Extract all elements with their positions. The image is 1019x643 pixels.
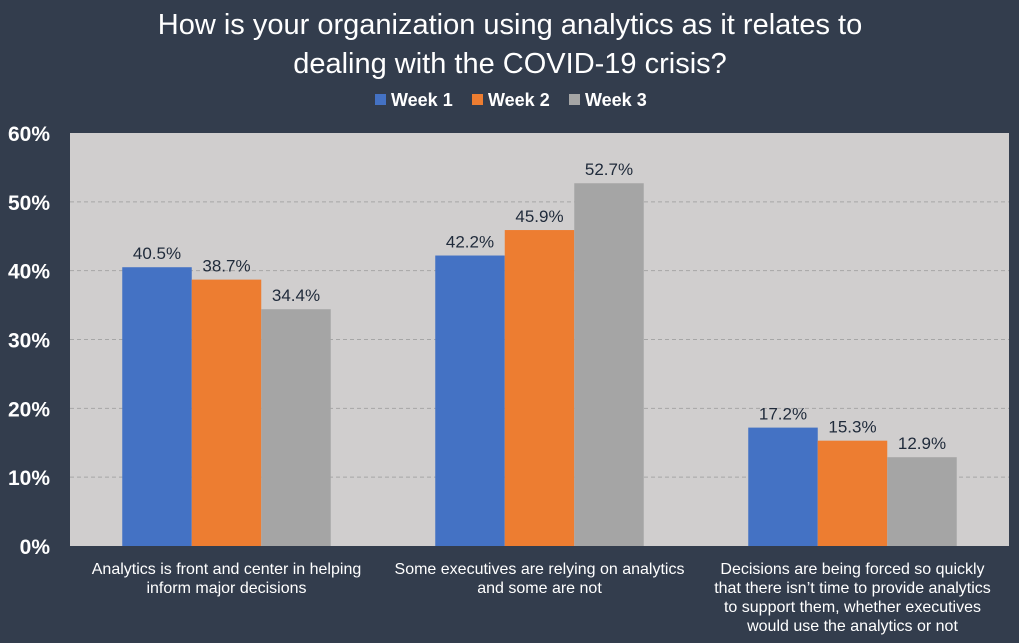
data-labels: 40.5% 38.7% 34.4% 42.2% 45.9% 52.7% 17.2% 15.3%… [133, 160, 946, 453]
x-category-label-3-line-2: that there isn’t time to provide analyti… [714, 580, 991, 597]
y-tick-label-30: 30% [8, 330, 50, 353]
x-axis: Analytics is front and center in helping… [92, 561, 991, 635]
y-axis: 0% 10% 20% 30% 40% 50% 60% [8, 123, 50, 559]
x-category-label-3-line-3: to support them, whether executives [724, 599, 981, 616]
data-label-cat-3-week-1: 17.2% [759, 405, 807, 424]
data-label-cat-3-week-3: 12.9% [898, 434, 946, 453]
x-category-label-3-line-1: Decisions are being forced so quickly [720, 561, 984, 578]
chart-title-line-1: How is your organization using analytics… [158, 9, 862, 41]
legend: Week 1 Week 2 Week 3 [375, 90, 647, 110]
data-label-cat-3-week-2: 15.3% [828, 418, 876, 437]
legend-label-week-2: Week 2 [488, 90, 550, 110]
y-tick-label-40: 40% [8, 261, 50, 284]
bar-cat-1-week-3 [261, 309, 331, 546]
data-label-cat-2-week-3: 52.7% [585, 160, 633, 179]
y-tick-label-50: 50% [8, 192, 50, 215]
bar-cat-3-week-3 [887, 457, 957, 546]
data-label-cat-1-week-3: 34.4% [272, 286, 320, 305]
data-label-cat-2-week-2: 45.9% [515, 207, 563, 226]
y-tick-label-0: 0% [20, 536, 51, 559]
x-category-label-3-line-4: would use the analytics or not [746, 618, 958, 635]
bar-cat-2-week-1 [435, 255, 505, 547]
bar-cat-1-week-2 [191, 279, 262, 546]
legend-swatch-week-1 [375, 94, 386, 105]
y-tick-label-60: 60% [8, 123, 50, 146]
data-label-cat-1-week-1: 40.5% [133, 244, 181, 263]
x-category-label-1-line-1: Analytics is front and center in helping [92, 561, 361, 578]
x-category-label-1-line-2: inform major decisions [146, 580, 306, 597]
legend-swatch-week-2 [472, 94, 483, 105]
y-tick-label-20: 20% [8, 398, 50, 421]
bar-cat-3-week-1 [748, 427, 818, 546]
chart-title-line-2: dealing with the COVID-19 crisis? [293, 48, 727, 80]
legend-label-week-1: Week 1 [391, 90, 453, 110]
bar-cat-2-week-2 [504, 230, 575, 546]
data-label-cat-2-week-1: 42.2% [446, 233, 494, 252]
x-category-label-2-line-2: and some are not [477, 580, 602, 597]
legend-label-week-3: Week 3 [585, 90, 647, 110]
legend-swatch-week-3 [569, 94, 580, 105]
bar-cat-3-week-2 [817, 440, 888, 546]
bar-cat-1-week-1 [122, 267, 192, 546]
bar-cat-2-week-3 [574, 183, 644, 546]
x-category-label-2-line-1: Some executives are relying on analytics [395, 561, 685, 578]
data-label-cat-1-week-2: 38.7% [202, 257, 250, 276]
y-tick-label-10: 10% [8, 467, 50, 490]
bars [122, 183, 957, 547]
